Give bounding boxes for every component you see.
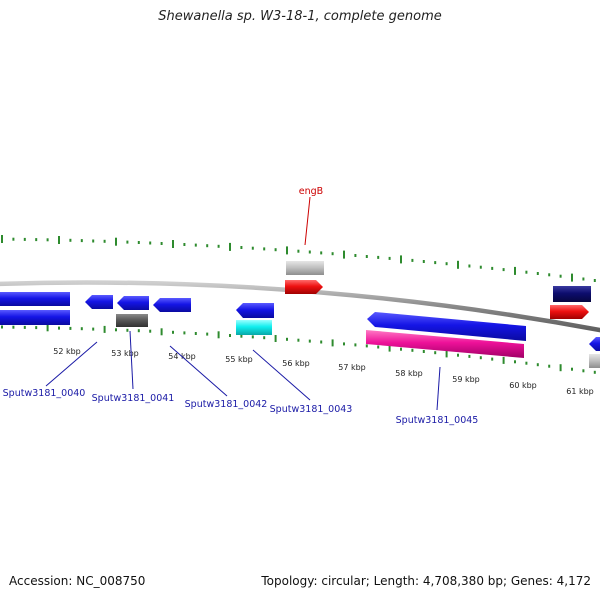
cds-feature-0040[interactable]: [85, 295, 113, 309]
ruler-label: 57 kbp: [338, 363, 366, 372]
leader-line: [169, 345, 228, 397]
ruler-label: 60 kbp: [509, 381, 537, 390]
map-title: Shewanella sp. W3-18-1, complete genome: [158, 9, 442, 24]
ruler-label: 56 kbp: [282, 359, 310, 368]
genome-summary-text: Topology: circular; Length: 4,708,380 bp…: [261, 574, 591, 588]
cds-feature-0041[interactable]: [117, 296, 149, 310]
leader-line: [129, 330, 134, 390]
outer-tick-track: [1, 235, 596, 282]
leader-line: [45, 341, 98, 387]
cds-feature-navy[interactable]: [553, 286, 591, 302]
ruler-label: 61 kbp: [566, 387, 594, 396]
cds-feature-0043[interactable]: [236, 303, 274, 318]
cds-feature-left-top[interactable]: [0, 292, 70, 306]
gene-label-leaders: [45, 330, 441, 411]
ruler-label: 58 kbp: [395, 369, 423, 378]
inner-tick-track: [1, 324, 596, 374]
gene-label-0045[interactable]: Sputw3181_0045: [396, 415, 479, 426]
ruler-label: 55 kbp: [225, 355, 253, 364]
pseudogene-feature-0041[interactable]: [116, 314, 148, 327]
cds-feature-right-edge[interactable]: [589, 337, 600, 351]
leader-line: [252, 349, 311, 401]
gene-feature-red-right[interactable]: [550, 305, 589, 319]
engb-leader-line: [304, 196, 311, 246]
gene-label-0041[interactable]: Sputw3181_0041: [92, 393, 175, 404]
gene-label-engb[interactable]: engB: [299, 186, 323, 197]
ruler-label: 53 kbp: [111, 349, 139, 358]
leader-line: [436, 366, 441, 411]
gene-label-0040[interactable]: Sputw3181_0040: [3, 388, 86, 399]
pseudogene-feature-right-edge[interactable]: [589, 354, 600, 368]
gene-label-0043[interactable]: Sputw3181_0043: [270, 404, 353, 415]
gene-label-0042[interactable]: Sputw3181_0042: [185, 399, 268, 410]
pseudogene-feature[interactable]: [286, 261, 324, 275]
cds-feature-left-bottom[interactable]: [0, 310, 70, 325]
ruler-label: 52 kbp: [53, 347, 81, 356]
cds-feature-0045[interactable]: [367, 312, 526, 341]
gene-feature-magenta[interactable]: [366, 330, 524, 358]
accession-text: Accession: NC_008750: [9, 574, 146, 588]
ruler-label: 59 kbp: [452, 375, 480, 384]
engb-gene-feature[interactable]: [285, 280, 323, 294]
rna-feature-cyan[interactable]: [236, 320, 272, 335]
cds-feature-0042[interactable]: [153, 298, 191, 312]
